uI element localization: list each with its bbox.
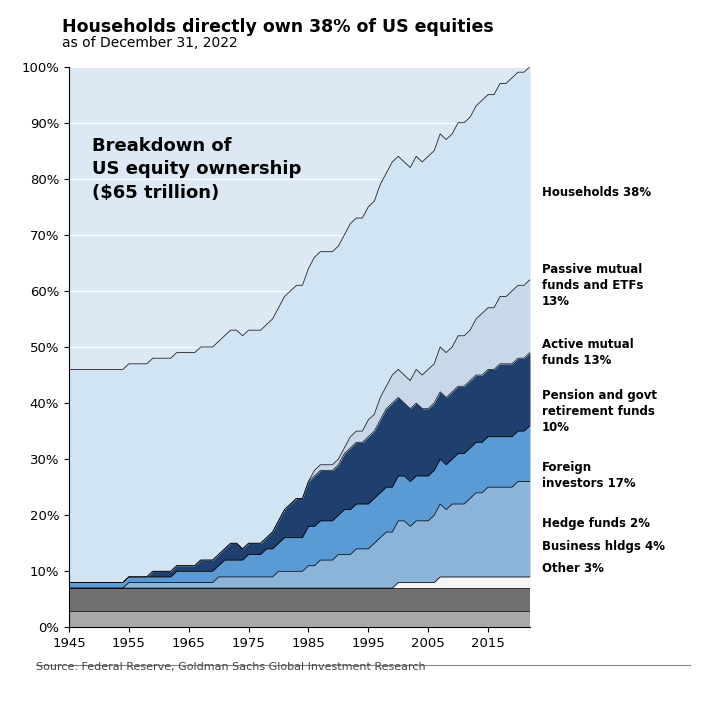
Text: Breakdown of
US equity ownership
($65 trillion): Breakdown of US equity ownership ($65 tr… xyxy=(92,137,301,202)
Text: Passive mutual
funds and ETFs
13%: Passive mutual funds and ETFs 13% xyxy=(542,263,643,308)
Text: Hedge funds 2%: Hedge funds 2% xyxy=(542,517,650,530)
Text: Business hldgs 4%: Business hldgs 4% xyxy=(542,540,664,552)
Text: Source: Federal Reserve, Goldman Sachs Global Investment Research: Source: Federal Reserve, Goldman Sachs G… xyxy=(36,662,426,672)
Text: as of December 31, 2022: as of December 31, 2022 xyxy=(62,36,237,50)
Text: Foreign
investors 17%: Foreign investors 17% xyxy=(542,461,635,491)
Text: Pension and govt
retirement funds
10%: Pension and govt retirement funds 10% xyxy=(542,389,656,434)
Text: Households 38%: Households 38% xyxy=(542,186,650,199)
Text: Households directly own 38% of US equities: Households directly own 38% of US equiti… xyxy=(62,18,494,36)
Text: Active mutual
funds 13%: Active mutual funds 13% xyxy=(542,338,633,367)
Text: Other 3%: Other 3% xyxy=(542,562,603,575)
